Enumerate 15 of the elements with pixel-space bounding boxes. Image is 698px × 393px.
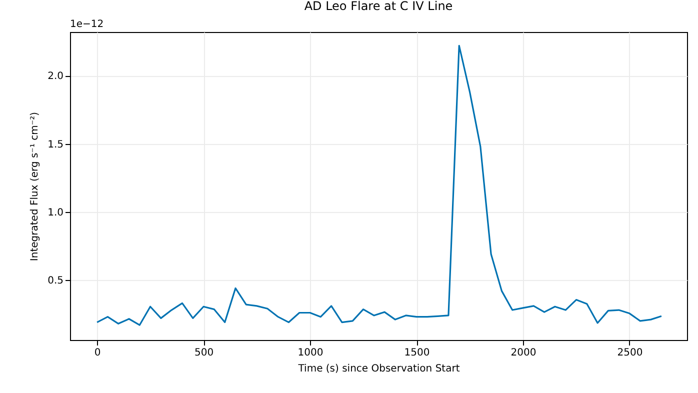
x-axis-title: Time (s) since Observation Start bbox=[297, 364, 460, 374]
y-tick-label: 1.0 bbox=[48, 207, 64, 218]
y-tick-label: 2.0 bbox=[48, 71, 64, 82]
x-tick-label: 2500 bbox=[617, 348, 643, 358]
text: 1e−12 bbox=[70, 19, 104, 30]
x-tick-label: 0 bbox=[94, 348, 101, 358]
line-series bbox=[96, 44, 662, 326]
x-tick-label: 1000 bbox=[298, 348, 324, 358]
chart-title: AD Leo Flare at C IV Line bbox=[304, 0, 453, 13]
x-tick-label: 2000 bbox=[510, 348, 536, 358]
y-tick-label: 1.5 bbox=[48, 139, 64, 150]
y-axis-title: Integrated Flux (erg s⁻¹ cm⁻²) bbox=[30, 112, 41, 262]
x-tick-label: 500 bbox=[194, 348, 214, 358]
x-tick-label: 1500 bbox=[404, 348, 430, 358]
y-tick-label: 0.5 bbox=[48, 276, 64, 287]
